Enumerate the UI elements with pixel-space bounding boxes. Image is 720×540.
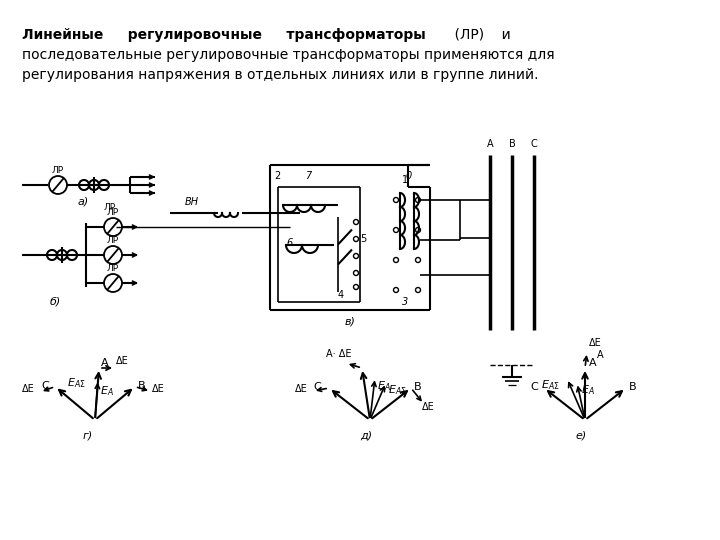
Text: 0: 0 [406,171,413,181]
Text: $E_{AΣ}$: $E_{AΣ}$ [388,383,407,397]
Text: C: C [41,381,49,390]
Text: A: A [487,139,493,149]
Text: е): е) [575,430,586,440]
Text: C: C [530,382,538,392]
Text: ЛР: ЛР [107,208,119,217]
Text: A: A [101,358,109,368]
Text: С: С [531,139,537,149]
Text: ЛР: ЛР [52,166,64,175]
Text: Линейные     регулировочные     трансформаторы: Линейные регулировочные трансформаторы [22,28,426,42]
Text: В: В [414,382,422,392]
Text: $E_A$: $E_A$ [377,379,391,393]
Text: в): в) [345,316,356,326]
Text: ΔE: ΔE [116,356,129,366]
Text: $E_{AΣ}$: $E_{AΣ}$ [67,376,86,390]
Text: $E_{AΣ}$: $E_{AΣ}$ [541,378,559,392]
Text: A: A [597,350,603,360]
Text: (ЛР)    и: (ЛР) и [437,28,510,42]
Text: $E_A$: $E_A$ [100,384,114,398]
Text: регулирования напряжения в отдельных линиях или в группе линий.: регулирования напряжения в отдельных лин… [22,68,539,82]
Text: 2: 2 [274,171,280,181]
Text: ВН: ВН [185,197,199,207]
Text: ЛР: ЛР [107,264,119,273]
Text: 5: 5 [360,234,366,245]
Text: 1: 1 [402,175,408,185]
Text: 3: 3 [402,297,408,307]
Text: В: В [629,382,636,392]
Text: ΔE: ΔE [22,384,35,394]
Text: 4: 4 [338,290,344,300]
Text: а): а) [78,197,89,207]
Text: ΔE: ΔE [295,384,307,394]
Text: $E_A$: $E_A$ [581,383,595,397]
Text: В: В [138,381,145,390]
Text: ΔE: ΔE [152,384,165,394]
Text: ΔE: ΔE [589,338,602,348]
Text: ΔE: ΔE [422,402,435,412]
Text: г): г) [83,430,94,440]
Text: В: В [508,139,516,149]
Text: ЛР: ЛР [104,203,116,212]
Text: последовательные регулировочные трансформаторы применяются для: последовательные регулировочные трансфор… [22,48,554,62]
Text: 7: 7 [305,171,311,181]
Text: A· ΔE: A· ΔE [326,349,351,359]
Text: б): б) [50,297,61,307]
Text: A: A [589,358,597,368]
Text: 6: 6 [286,238,292,247]
Text: C: C [313,382,321,392]
Text: д): д) [360,430,372,440]
Text: ЛР: ЛР [107,236,119,245]
